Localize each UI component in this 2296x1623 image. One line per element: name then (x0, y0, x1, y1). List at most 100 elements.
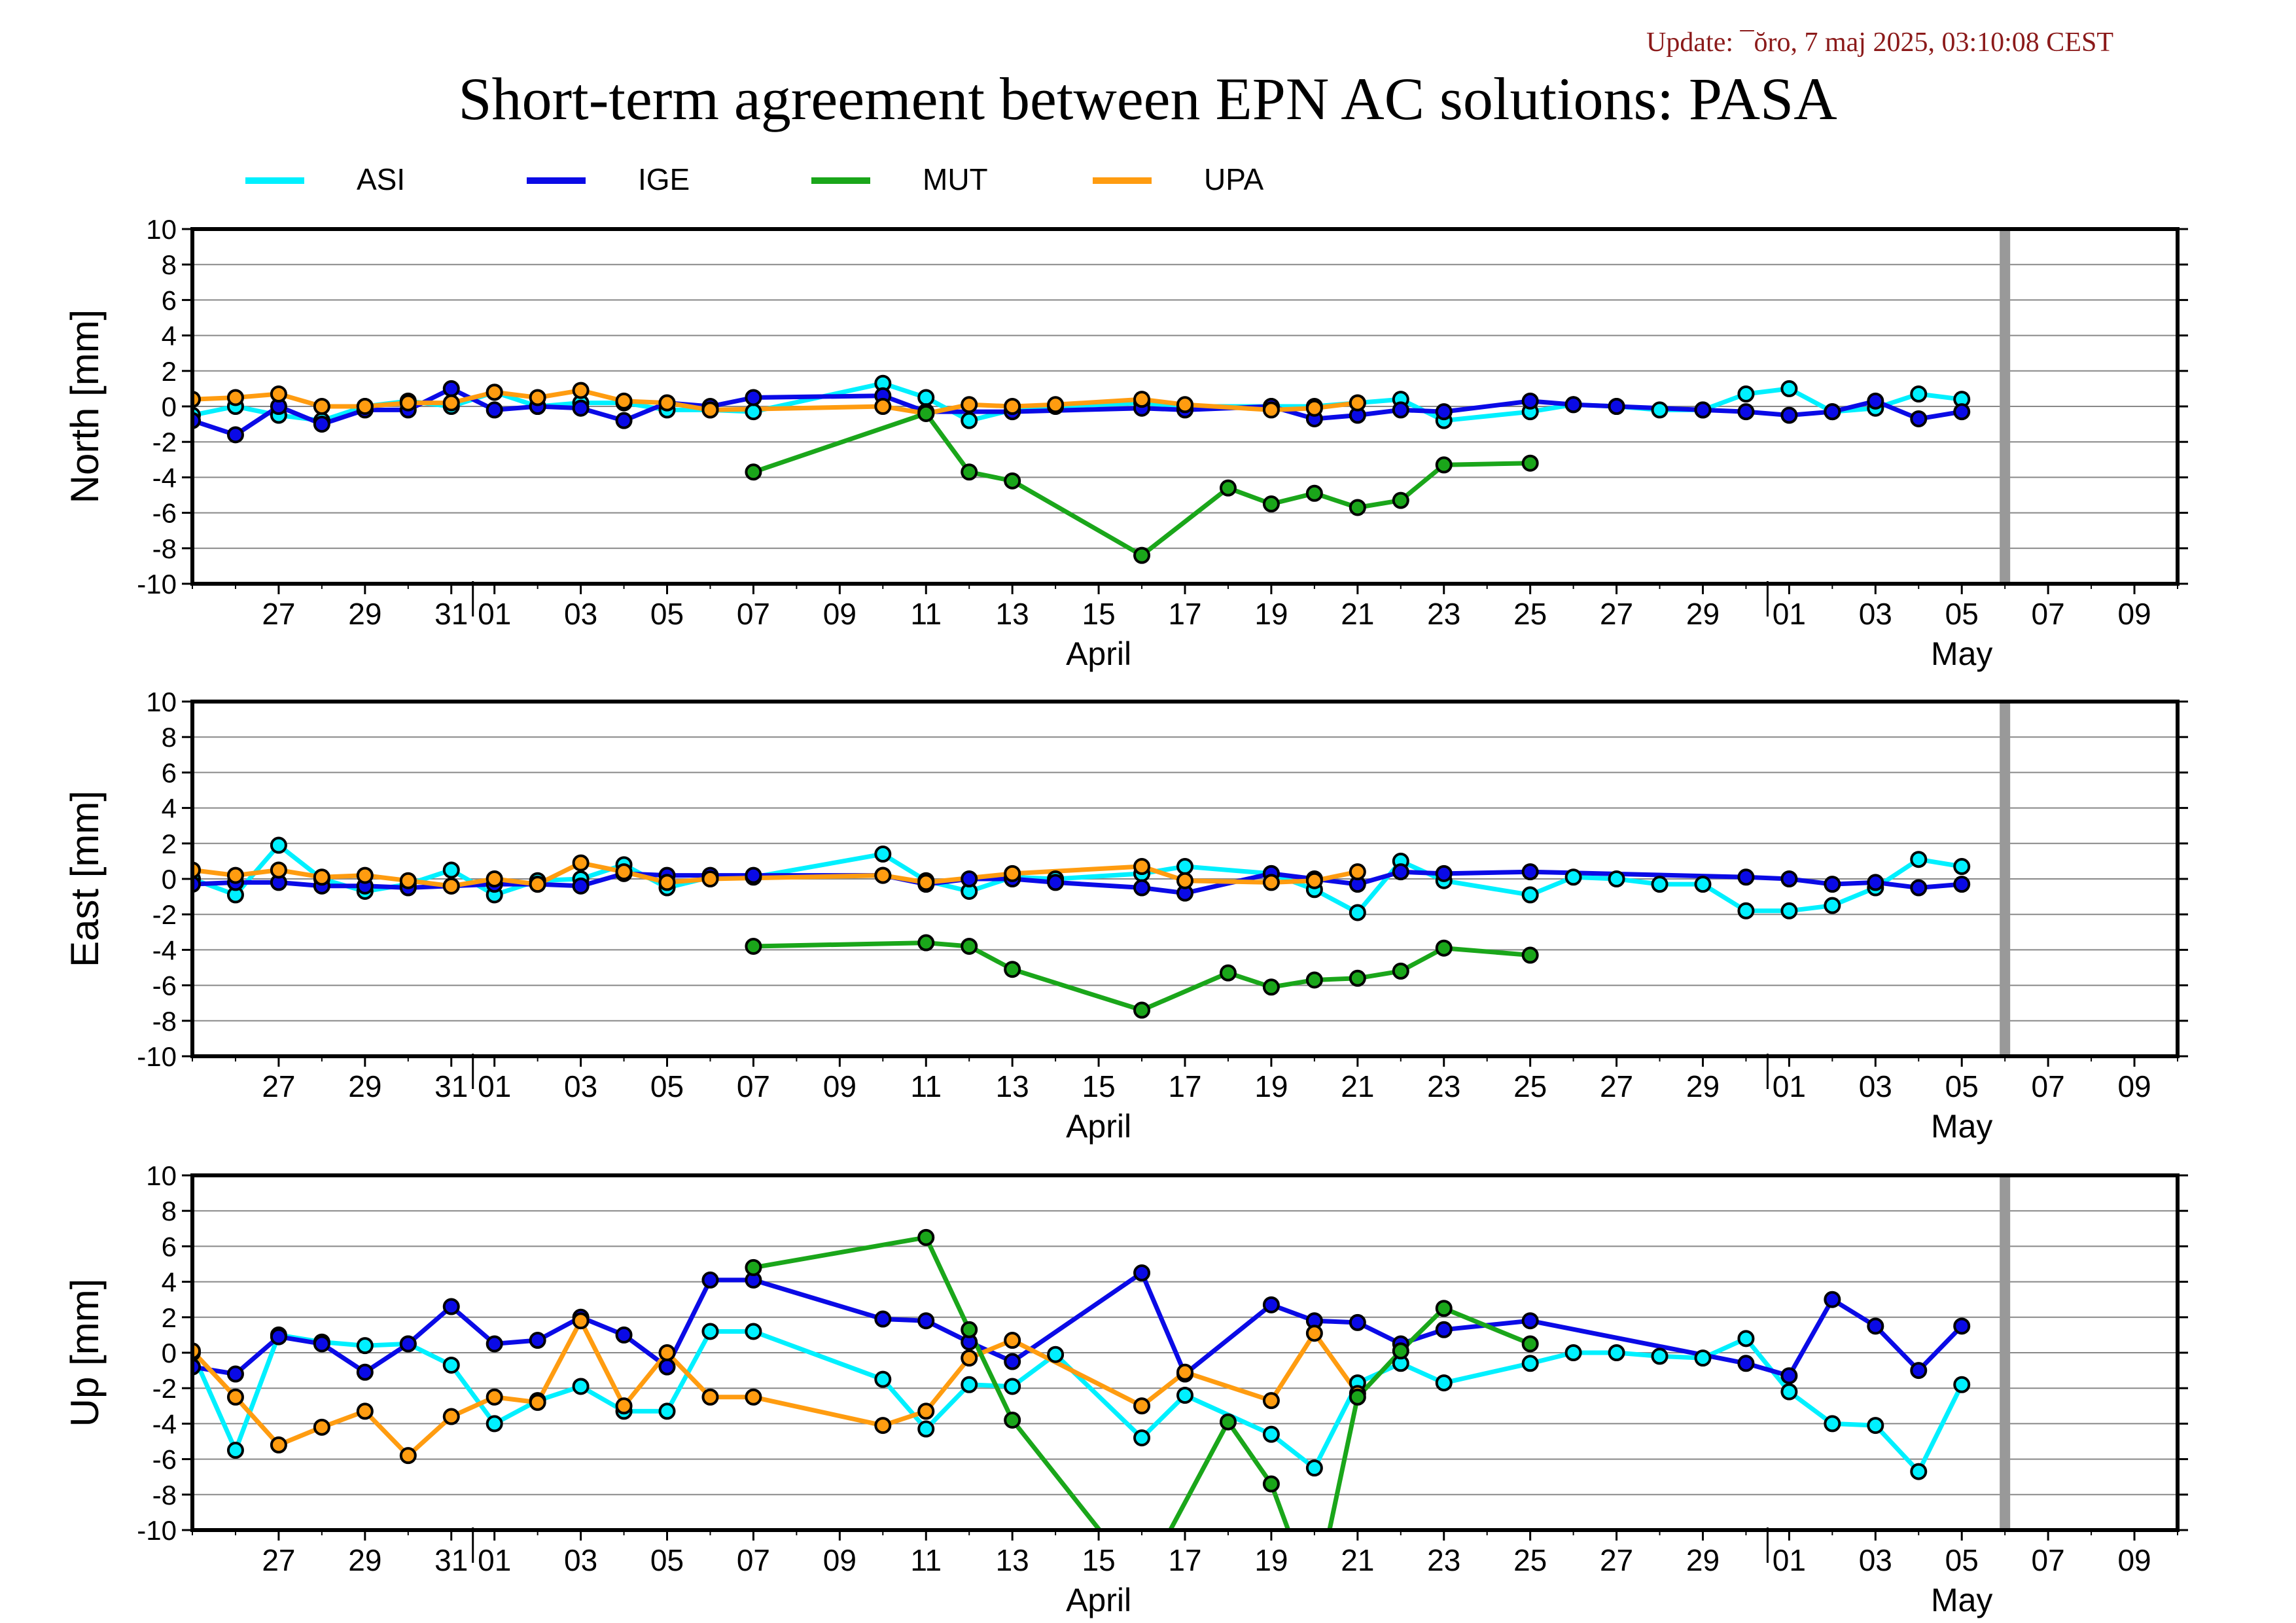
data-point (1780, 380, 1798, 397)
data-point (1262, 401, 1280, 419)
y-tick-label: 8 (162, 1196, 177, 1226)
x-tick-label: 29 (348, 1069, 381, 1103)
x-tick-label: 31 (434, 597, 468, 631)
y-tick-label: 10 (146, 1160, 177, 1191)
data-point (658, 1402, 676, 1420)
y-tick-label: 4 (162, 793, 177, 824)
data-point (1435, 456, 1453, 474)
x-tick-label: 27 (1600, 1543, 1633, 1577)
data-point (1435, 403, 1453, 421)
x-tick-label: 29 (1686, 1069, 1720, 1103)
data-point (1262, 1296, 1280, 1313)
data-point (572, 1378, 590, 1395)
data-point (486, 1388, 503, 1406)
data-point (1521, 1355, 1539, 1372)
legend-label: UPA (1204, 162, 1263, 196)
y-tick-label: 6 (162, 757, 177, 788)
x-tick-label: 17 (1168, 597, 1201, 631)
data-point (1004, 961, 1021, 978)
y-axis-label: North [mm] (63, 310, 107, 504)
data-point (1133, 1264, 1151, 1282)
data-point (615, 1397, 633, 1415)
month-label: May (1931, 1582, 1992, 1618)
x-tick-label: 17 (1168, 1069, 1201, 1103)
data-point (1305, 1325, 1323, 1342)
data-point (399, 872, 417, 889)
legend-item-upa: UPA (1093, 162, 1263, 196)
data-point (486, 1415, 503, 1433)
x-tick-label: 21 (1341, 1069, 1374, 1103)
y-tick-label: -10 (137, 1515, 177, 1546)
data-point (442, 861, 460, 879)
data-point (1910, 851, 1928, 868)
x-tick-label: 17 (1168, 1543, 1201, 1577)
y-axis-label: East [mm] (63, 791, 107, 967)
data-point (1694, 401, 1712, 419)
data-point (1435, 1374, 1453, 1392)
x-tick-label: 07 (2032, 1069, 2065, 1103)
data-point (1133, 858, 1151, 876)
x-tick-label: 19 (1254, 1543, 1288, 1577)
data-point (270, 1436, 287, 1454)
x-tick-label: 13 (996, 1543, 1029, 1577)
data-point (1608, 398, 1625, 415)
data-point (1694, 1349, 1712, 1367)
x-tick-label: 03 (1859, 1069, 1892, 1103)
data-point (1004, 1332, 1021, 1349)
data-point (1392, 1342, 1409, 1360)
data-point (486, 383, 503, 401)
data-point (1219, 479, 1237, 497)
data-point (529, 1393, 546, 1411)
y-tick-label: -4 (152, 1408, 177, 1439)
data-point (1953, 1376, 1971, 1393)
data-point (917, 874, 935, 891)
panel-east: -10 -8 -6 -4 -2 0 2 4 6 8 10 27 29 31 01 03 05 07 09 11 13 15… (63, 687, 2188, 1145)
legend-item-mut: MUT (811, 162, 988, 196)
data-point (1004, 1411, 1021, 1429)
y-axis-label: Up [mm] (63, 1279, 107, 1427)
data-point (1737, 403, 1755, 421)
data-point (1867, 874, 1884, 891)
data-point (658, 1358, 676, 1376)
data-point (1349, 499, 1366, 516)
data-point (745, 463, 762, 481)
y-tick-label: 8 (162, 722, 177, 753)
y-tick-label: 8 (162, 249, 177, 280)
x-tick-label: 09 (2117, 1069, 2151, 1103)
series-mut (752, 1235, 1532, 1530)
data-point (1910, 410, 1928, 427)
data-point (442, 877, 460, 895)
data-point (1133, 546, 1151, 564)
data-point (745, 866, 762, 884)
x-tick-label: 01 (1773, 1069, 1806, 1103)
x-tick-label: 07 (737, 1069, 770, 1103)
data-point (1392, 491, 1409, 509)
data-point (745, 403, 762, 421)
chart-panels: -10 -8 -6 -4 -2 0 2 4 6 8 10 27 29 31 01 03 05 07 09 11 13 15… (63, 214, 2188, 1618)
data-point (745, 937, 762, 955)
data-point (1176, 872, 1193, 889)
series-mut (752, 411, 1530, 558)
chart-title: Short-term agreement between EPN AC solu… (458, 65, 1837, 132)
update-timestamp: Update: ¯ŏro, 7 maj 2025, 03:10:08 CEST (1646, 27, 2113, 58)
data-point (917, 1228, 935, 1246)
x-tick-label: 29 (348, 597, 381, 631)
data-point (1521, 454, 1539, 472)
data-point (1867, 392, 1884, 410)
data-point (1004, 865, 1021, 882)
data-point (1262, 1392, 1280, 1410)
data-point (1133, 1001, 1151, 1019)
data-point (701, 1388, 719, 1406)
data-point (226, 1365, 244, 1383)
data-point (442, 1408, 460, 1425)
data-point (1867, 1417, 1884, 1435)
data-point (356, 1363, 374, 1381)
data-point (1305, 872, 1323, 889)
data-point (1176, 396, 1193, 414)
data-point (1824, 1291, 1841, 1308)
x-tick-label: 01 (478, 1543, 511, 1577)
data-point (1651, 1347, 1669, 1365)
data-point (1004, 1378, 1021, 1395)
x-tick-label: 01 (478, 597, 511, 631)
data-point (615, 392, 633, 410)
